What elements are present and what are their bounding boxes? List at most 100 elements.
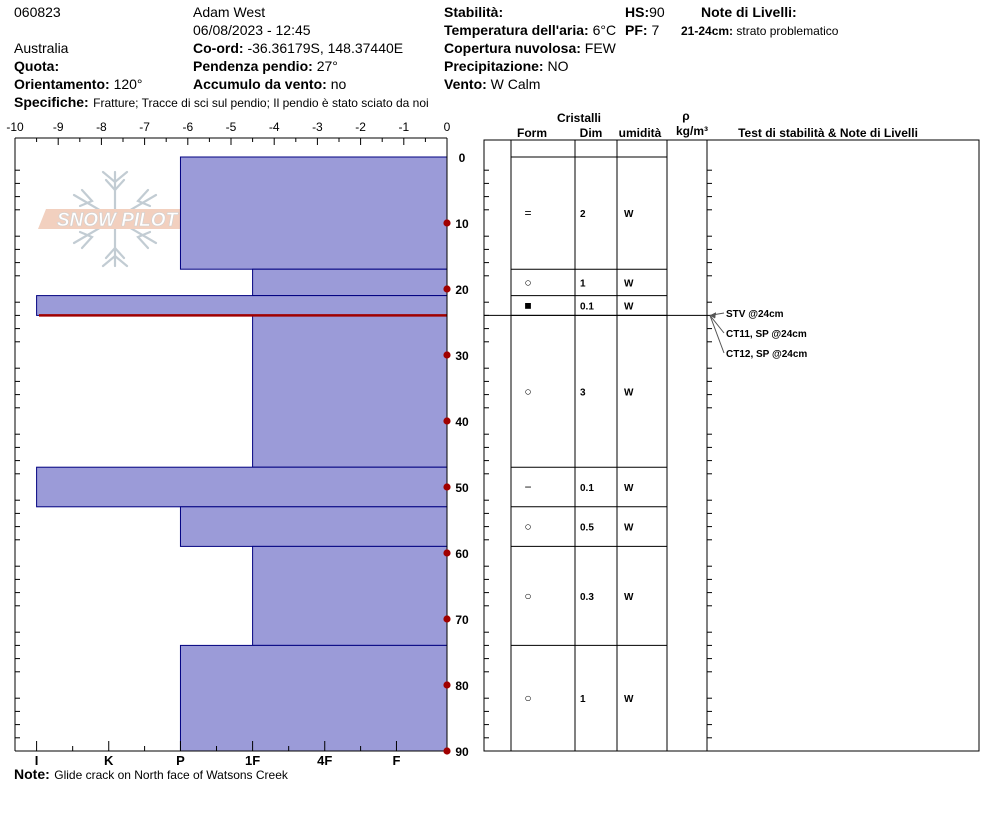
crystal-size: 0.3 [580,592,594,603]
temp-tick-label: -5 [226,120,237,134]
cloud-label: Copertura nuvolosa: [444,40,581,56]
temperature-axis: -10 -9 -8 -7 -6 -5 -4 -3 -2 -1 0 [6,120,451,145]
hardness-bar [179,506,448,547]
depth-marker [443,483,451,491]
slope-value: 27° [316,58,338,74]
crystal-size: 2 [580,209,586,220]
observer-name: Adam West [193,4,266,20]
hardness-tick-label: F [392,753,400,768]
crystal-form: ○ [524,589,531,603]
aspect-value: 120° [113,76,143,92]
air-temp-label: Temperatura dell'aria: [444,22,589,38]
precipitation: Precipitazione: NO [444,57,568,75]
notes-text: Glide crack on North face of Watsons Cre… [54,768,288,782]
slope-label: Pendenza pendio: [193,58,313,74]
crystals-header: Cristalli [557,111,601,125]
wind-label: Vento: [444,76,487,92]
crystal-size: 0.1 [580,483,594,494]
temp-tick-label: -2 [355,120,366,134]
profile-id: 060823 [14,4,61,20]
crystal-form: − [524,480,531,494]
pf-label: PF: [625,22,648,38]
slope-angle: Pendenza pendio: 27° [193,57,338,75]
hardness-bars [36,156,448,752]
moisture-header: umidità [619,126,662,140]
depth-tick-label: 20 [455,283,469,297]
crystal-form: ■ [524,299,531,313]
hardness-tick-label: K [104,753,114,768]
crystal-form: = [524,206,531,220]
crystal-size: 0.1 [580,302,594,313]
temp-tick-label: -8 [96,120,107,134]
crystal-moisture: W [624,694,634,705]
depth-tick-label: 60 [455,547,469,561]
hardness-axis: I K P 1F 4F F [35,741,400,768]
temp-tick-label: -6 [182,120,193,134]
hardness-tick-label: 1F [245,753,260,768]
test-arrowhead [710,312,716,319]
stability-label: Stabilità: [444,4,504,20]
hardness-bar [36,466,448,508]
temp-tick-label: -7 [139,120,150,134]
depth-tick-label: 50 [455,481,469,495]
aspect: Orientamento: 120° [14,75,143,93]
depth-marker [443,351,451,359]
test-leader-line [709,315,725,334]
precip-label: Precipitazione: [444,58,544,74]
density-symbol: ρ [682,109,689,123]
hs-label: HS: [625,4,650,20]
crystal-table-frame [483,139,980,752]
crystal-form: ○ [524,520,531,534]
specifics: Specifiche: Fratture; Tracce di sci sul … [14,93,429,112]
crystal-size: 0.5 [580,523,594,534]
hs-value: 90 [649,4,665,20]
cloud-cover: Copertura nuvolosa: FEW [444,39,616,57]
coord-value: -36.36179S, 148.37440E [247,40,404,56]
wind-loading-value: no [330,76,347,92]
form-header: Form [517,126,547,140]
wind: Vento: W Calm [444,75,540,93]
location: Australia [14,40,69,56]
hardness-bar [252,268,448,297]
hardness-tick-label: 4F [317,753,332,768]
hardness-bar [36,295,448,316]
depth-tick-label: 40 [455,415,469,429]
hardness-tick-label: P [176,753,185,768]
crystal-form: ○ [524,384,531,398]
crystal-moisture: W [624,483,634,494]
temp-tick-label: 0 [444,120,451,134]
depth-tick-label: 0 [459,151,466,165]
air-temperature: Temperatura dell'aria: 6°C [444,21,616,39]
crystal-moisture: W [624,387,634,398]
temp-tick-label: -1 [398,120,409,134]
crystal-moisture: W [624,209,634,220]
wind-loading-label: Accumulo da vento: [193,76,327,92]
crystal-size: 3 [580,387,586,398]
depth-marker [443,219,451,227]
hardness-bar [179,644,448,752]
specifics-value: Fratture; Tracce di sci sul pendio; Il p… [93,96,429,110]
crystal-size: 1 [580,278,586,289]
stability-tests: STV @24cm CT11, SP @24cm CT12, SP @24cm [709,309,807,360]
temp-tick-label: -9 [53,120,64,134]
air-temp-value: 6°C [592,22,617,38]
layer-note: 21-24cm: strato problematico [681,24,838,38]
specifics-label: Specifiche: [14,94,89,110]
depth-marker [443,681,451,689]
test-leader-line [709,315,725,354]
depth-marker [443,747,451,755]
crystal-form: ○ [524,691,531,705]
density-unit: kg/m³ [676,124,708,138]
depth-tick-label: 30 [455,349,469,363]
hardness-tick-label: I [35,753,39,768]
snowpilot-logo: SNOW PILOT [38,170,196,268]
layer-notes-label: Note di Livelli: [701,4,797,20]
hardness-bar [179,156,448,270]
crystal-moisture: W [624,278,634,289]
stability-test-label: CT11, SP @24cm [726,329,807,340]
layer-note-range: 21-24cm: [681,24,734,38]
penetration-foot: PF: 7 [625,21,659,39]
depth-tick-label: 10 [455,217,469,231]
crystal-table-header: Cristalli Form Dim umidità ρ kg/m³ Test … [517,109,918,140]
